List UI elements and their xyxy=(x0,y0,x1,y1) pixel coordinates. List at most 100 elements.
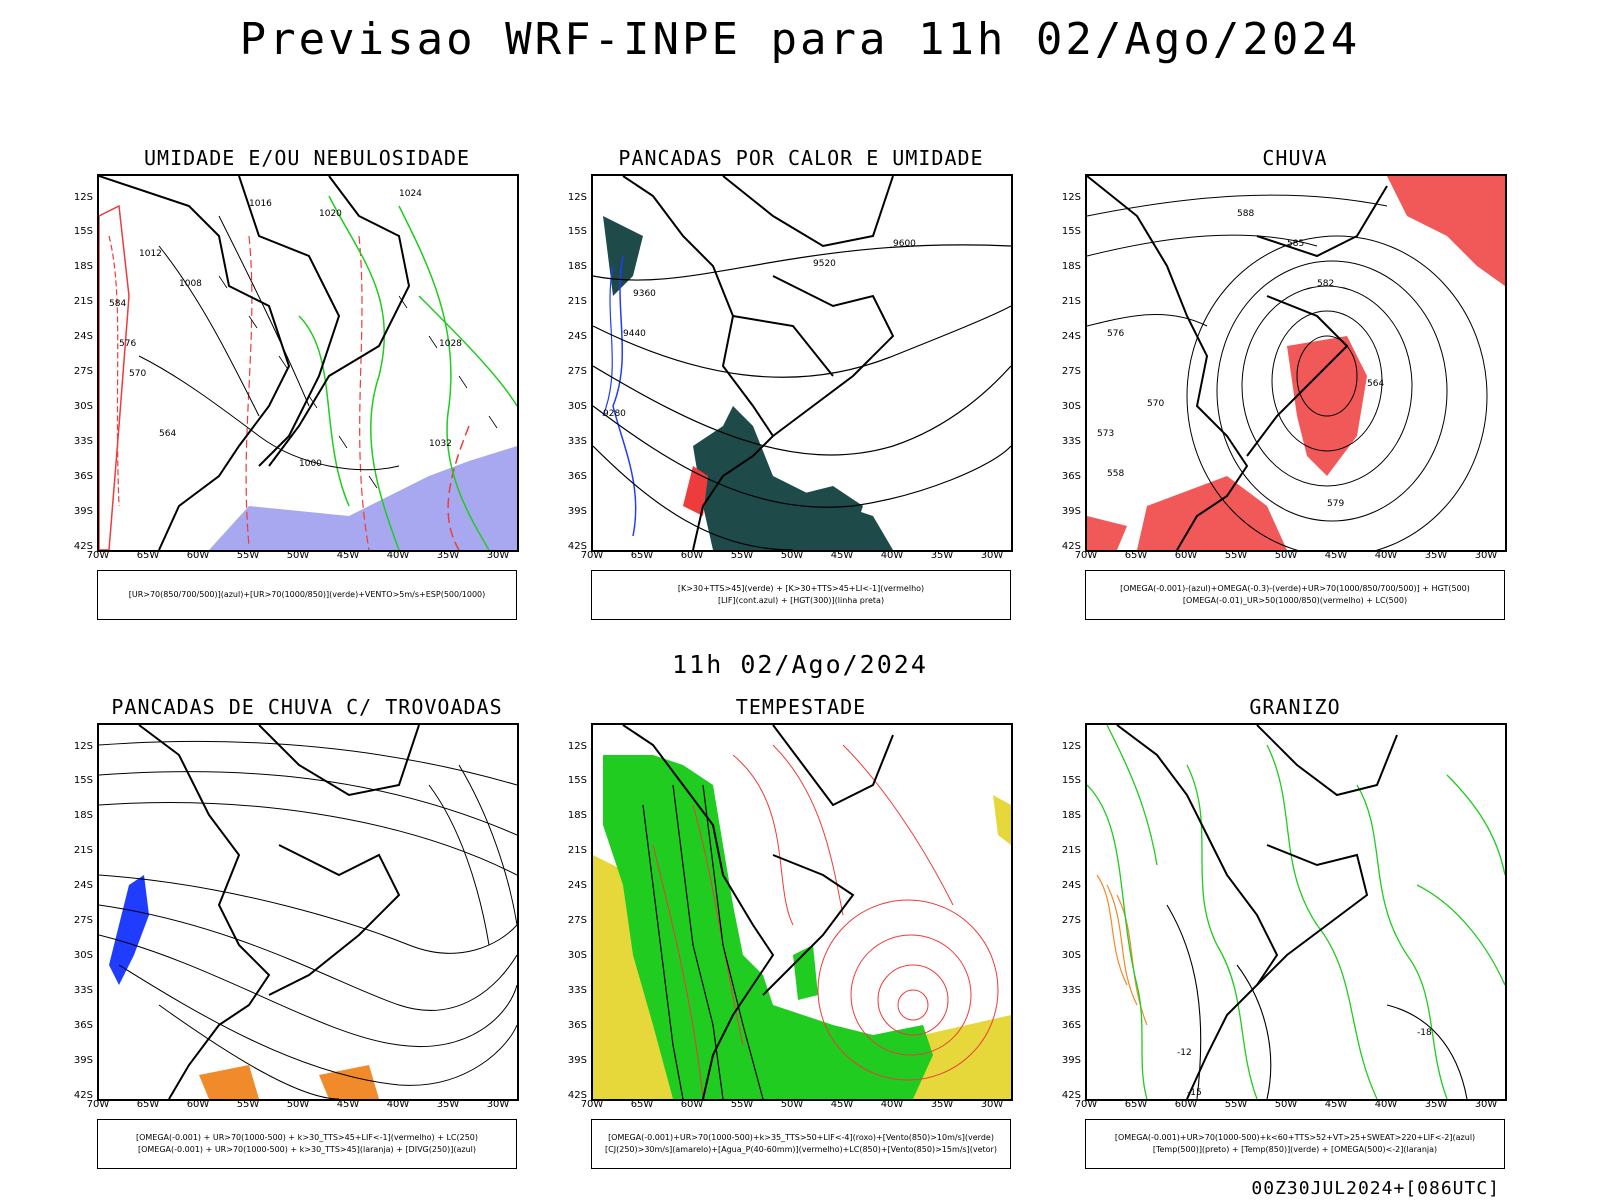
map-pancadas-trovoadas xyxy=(97,723,519,1101)
map-layer xyxy=(99,725,517,1099)
contour-label: 1016 xyxy=(249,199,272,209)
lat-label: 42S xyxy=(567,541,587,552)
lat-label: 15S xyxy=(73,226,93,237)
contour-label: 1032 xyxy=(429,439,452,449)
lon-label: 70W xyxy=(580,1099,604,1110)
legend: [UR>70(850/700/500)](azul)+[UR>70(1000/8… xyxy=(97,570,517,620)
contour-label: 588 xyxy=(1237,209,1254,219)
lon-label: 35W xyxy=(436,550,460,561)
contour-label: 9520 xyxy=(813,259,836,269)
contour-label: 573 xyxy=(1097,429,1114,439)
legend-line: [OMEGA(-0.001)-(azul)+OMEGA(-0.3)-(verde… xyxy=(1120,584,1470,593)
lon-label: 70W xyxy=(580,550,604,561)
legend-line: [LIF](cont.azul) + [HGT(300)](linha pret… xyxy=(717,596,885,605)
lon-label: 60W xyxy=(1174,1099,1198,1110)
lon-label: 60W xyxy=(186,550,210,561)
lat-label: 12S xyxy=(1061,192,1081,203)
legend: [OMEGA(-0.001)+UR>70(1000-500)+k>35_TTS>… xyxy=(591,1119,1011,1169)
mid-title: 11h 02/Ago/2024 xyxy=(672,650,928,679)
lon-label: 55W xyxy=(730,1099,754,1110)
map-layer xyxy=(593,725,1011,1099)
lat-label: 27S xyxy=(73,915,93,926)
lat-label: 24S xyxy=(567,331,587,342)
lon-label: 60W xyxy=(1174,550,1198,561)
lon-label: 35W xyxy=(1424,1099,1448,1110)
lon-label: 50W xyxy=(1274,550,1298,561)
lon-label: 50W xyxy=(286,1099,310,1110)
lat-label: 36S xyxy=(1061,1020,1081,1031)
lon-label: 55W xyxy=(236,1099,260,1110)
lat-label: 30S xyxy=(1061,401,1081,412)
lat-label: 30S xyxy=(567,950,587,961)
lon-label: 60W xyxy=(680,550,704,561)
map-layer: 9600 9520 9440 9360 9280 xyxy=(593,176,1011,550)
lat-label: 27S xyxy=(1061,366,1081,377)
contour-label: 9600 xyxy=(893,239,916,249)
contour-label: 1008 xyxy=(179,279,202,289)
legend: [OMEGA(-0.001) + UR>70(1000-500) + k>30_… xyxy=(97,1119,517,1169)
lon-label: 30W xyxy=(980,550,1004,561)
lon-label: 45W xyxy=(830,550,854,561)
lon-label: 70W xyxy=(86,1099,110,1110)
lat-label: 24S xyxy=(1061,880,1081,891)
lat-label: 21S xyxy=(567,845,587,856)
main-title: Previsao WRF-INPE para 11h 02/Ago/2024 xyxy=(239,14,1361,65)
map-layer: -12 -15 -18 xyxy=(1087,725,1505,1099)
lon-label: 60W xyxy=(186,1099,210,1110)
lat-label: 27S xyxy=(1061,915,1081,926)
legend-line: [OMEGA(-0.001)+UR>70(1000-500)+k<60+TTS>… xyxy=(1114,1133,1476,1142)
legend-line: [CJ(250)>30m/s](amarelo)+[Agua_P(40-60mm… xyxy=(605,1145,997,1154)
lon-label: 40W xyxy=(880,550,904,561)
lon-label: 30W xyxy=(486,1099,510,1110)
lat-label: 42S xyxy=(73,1090,93,1101)
contour-label: 585 xyxy=(1287,239,1304,249)
lon-label: 40W xyxy=(386,550,410,561)
legend-line: [OMEGA(-0.001) + UR>70(1000-500) + k>30_… xyxy=(137,1145,477,1154)
lon-label: 40W xyxy=(1374,1099,1398,1110)
legend-line: [OMEGA(-0.001) + UR>70(1000-500) + k>30_… xyxy=(135,1133,479,1142)
lon-label: 35W xyxy=(930,1099,954,1110)
contour-label: 564 xyxy=(1367,379,1384,389)
contour-label: 1020 xyxy=(319,209,342,219)
lat-label: 42S xyxy=(1061,541,1081,552)
legend-line: [Temp(500)](preto) + [Temp(850)](verde) … xyxy=(1152,1145,1438,1154)
lat-label: 27S xyxy=(73,366,93,377)
footer-stamp: 00Z30JUL2024+[086UTC] xyxy=(1251,1178,1500,1199)
contour-label: 564 xyxy=(159,429,176,439)
lon-label: 40W xyxy=(1374,550,1398,561)
legend-line: [OMEGA(-0.01)_UR>50(1000/850)(vermelho) … xyxy=(1182,596,1408,605)
lat-label: 18S xyxy=(1061,810,1081,821)
lon-label: 65W xyxy=(630,1099,654,1110)
lon-label: 40W xyxy=(880,1099,904,1110)
lat-label: 18S xyxy=(73,810,93,821)
lon-label: 50W xyxy=(780,550,804,561)
lon-label: 45W xyxy=(336,1099,360,1110)
lat-label: 21S xyxy=(73,296,93,307)
lon-label: 35W xyxy=(1424,550,1448,561)
contour-label: 9440 xyxy=(623,329,646,339)
lon-label: 55W xyxy=(730,550,754,561)
contour-label: 570 xyxy=(129,369,146,379)
lon-label: 45W xyxy=(1324,550,1348,561)
contour-label: -12 xyxy=(1177,1048,1192,1058)
legend: [OMEGA(-0.001)-(azul)+OMEGA(-0.3)-(verde… xyxy=(1085,570,1505,620)
legend: [OMEGA(-0.001)+UR>70(1000-500)+k<60+TTS>… xyxy=(1085,1119,1505,1169)
map-chuva: 588 585 582 576 573 570 564 558 579 xyxy=(1085,174,1507,552)
contour-label: 576 xyxy=(1107,329,1124,339)
lat-label: 15S xyxy=(567,226,587,237)
legend-line: [K>30+TTS>45](verde) + [K>30+TTS>45+LI<-… xyxy=(677,584,925,593)
lat-label: 12S xyxy=(567,192,587,203)
lat-label: 33S xyxy=(73,985,93,996)
panel-title: CHUVA xyxy=(1262,146,1328,170)
lat-label: 15S xyxy=(1061,226,1081,237)
lon-label: 45W xyxy=(1324,1099,1348,1110)
lon-label: 30W xyxy=(486,550,510,561)
lat-label: 24S xyxy=(567,880,587,891)
lon-label: 55W xyxy=(1224,1099,1248,1110)
lat-label: 36S xyxy=(567,1020,587,1031)
lon-label: 45W xyxy=(830,1099,854,1110)
lon-label: 70W xyxy=(1074,550,1098,561)
map-tempestade xyxy=(591,723,1013,1101)
panel-title: GRANIZO xyxy=(1249,695,1341,719)
panel-pancadas-trovoadas: PANCADAS DE CHUVA C/ TROVOADAS 12S xyxy=(74,695,557,1175)
